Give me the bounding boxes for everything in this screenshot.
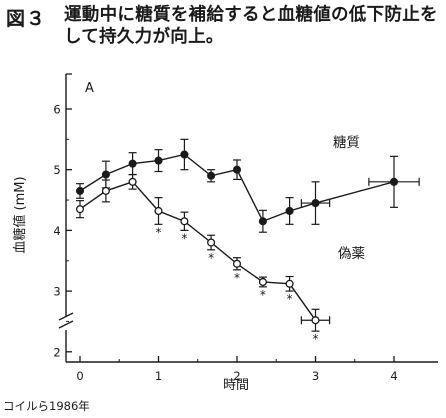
y-tick-label: 3 (53, 285, 60, 299)
x-tick-label: 3 (312, 369, 319, 383)
data-point (389, 177, 399, 186)
figure-title: 運動中に糖質を補給すると血糖値の低下防止をして持久力が向上。 (64, 5, 438, 47)
series-line (79, 180, 317, 321)
data-point (180, 217, 189, 226)
data-point (180, 150, 189, 159)
data-point (232, 165, 242, 174)
figure-label: 図３ (6, 8, 47, 30)
x-tick-label: 2 (233, 369, 240, 383)
x-tick-label: 0 (76, 369, 83, 383)
data-point (258, 217, 267, 226)
x-axis-label: 時間 (223, 378, 249, 393)
x-tick-label: 4 (390, 369, 397, 383)
significance-mark: * (234, 271, 240, 285)
significance-mark: * (156, 225, 162, 239)
significance-mark: * (181, 231, 187, 245)
data-point (128, 177, 137, 186)
data-point (232, 259, 242, 268)
data-point (75, 205, 85, 214)
y-tick-label: 5 (53, 163, 60, 177)
y-axis-label: 血糖値 (mM) (12, 176, 28, 253)
significance-mark: * (208, 251, 214, 265)
series-label: 糖質 (333, 135, 360, 151)
data-point (101, 170, 110, 179)
data-point (101, 186, 110, 195)
series-label: 偽薬 (338, 246, 365, 262)
data-point (311, 316, 320, 325)
data-point (207, 171, 216, 180)
data-point (311, 199, 320, 208)
significance-mark: * (260, 288, 266, 302)
axis-break-mark (58, 312, 74, 321)
data-point (75, 186, 85, 195)
data-point (207, 238, 216, 247)
data-point (258, 277, 267, 287)
data-point (128, 159, 137, 168)
y-tick-label: 2 (53, 345, 60, 359)
data-point (154, 206, 163, 216)
significance-mark: * (287, 292, 293, 306)
y-tick-label: 4 (53, 224, 60, 238)
panel-label: A (85, 81, 94, 96)
data-point (285, 206, 294, 216)
data-point (154, 156, 163, 165)
data-point (285, 279, 294, 288)
significance-mark: * (313, 332, 319, 346)
axis-break-mark (58, 320, 74, 329)
figure-credit: コイルら1986年 (3, 399, 90, 413)
y-tick-label: 6 (53, 102, 60, 116)
x-tick-label: 1 (155, 369, 162, 383)
